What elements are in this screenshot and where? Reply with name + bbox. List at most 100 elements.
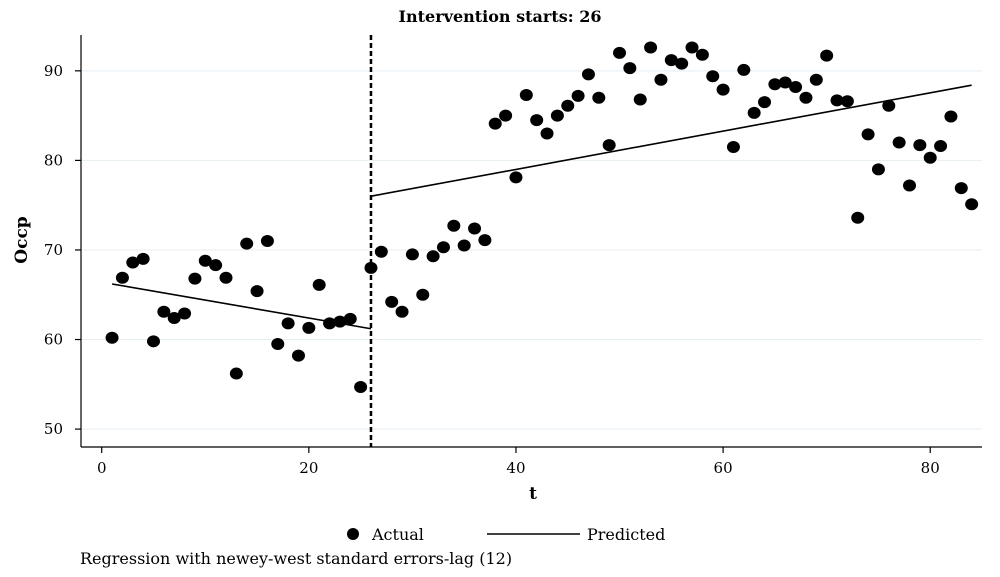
data-point xyxy=(416,288,430,301)
data-point xyxy=(633,93,647,106)
y-tick-labels: 50 60 70 80 90 xyxy=(44,62,81,438)
data-point xyxy=(395,305,409,318)
data-point xyxy=(758,96,772,109)
data-point xyxy=(830,94,844,107)
data-point xyxy=(115,271,129,284)
data-point xyxy=(519,89,533,102)
data-point xyxy=(561,99,575,112)
data-point xyxy=(851,211,865,224)
data-point xyxy=(126,256,140,269)
data-point xyxy=(581,68,595,81)
data-point xyxy=(571,89,585,102)
data-point xyxy=(136,252,150,265)
data-point xyxy=(882,99,896,112)
grid-lines xyxy=(81,70,982,430)
data-point xyxy=(105,331,119,344)
y-tick-label: 90 xyxy=(44,62,63,80)
data-point xyxy=(540,127,554,140)
data-point xyxy=(281,317,295,330)
chart-title: Intervention starts: 26 xyxy=(399,7,602,26)
legend: Actual Predicted xyxy=(347,525,665,544)
data-point xyxy=(405,248,419,261)
data-point xyxy=(778,76,792,89)
data-point xyxy=(716,83,730,96)
data-point xyxy=(291,349,305,362)
data-point xyxy=(923,151,937,164)
data-point xyxy=(333,315,347,328)
data-point xyxy=(954,182,968,195)
data-point xyxy=(436,241,450,254)
data-point xyxy=(229,367,243,380)
data-point xyxy=(530,114,544,127)
legend-label-predicted: Predicted xyxy=(587,525,665,544)
data-point xyxy=(747,106,761,119)
data-point xyxy=(509,171,523,184)
actual-series xyxy=(105,41,979,393)
data-point xyxy=(861,128,875,141)
data-point xyxy=(447,219,461,232)
axes xyxy=(80,35,982,448)
x-tick-labels: 0 20 40 60 80 xyxy=(97,447,940,477)
y-tick-label: 70 xyxy=(44,241,63,259)
data-point xyxy=(198,254,212,267)
data-point xyxy=(934,140,948,153)
data-point xyxy=(385,295,399,308)
data-point xyxy=(219,271,233,284)
data-point xyxy=(157,305,171,318)
data-point xyxy=(146,335,160,348)
data-point xyxy=(789,80,803,93)
data-point xyxy=(726,140,740,153)
data-point xyxy=(623,62,637,75)
data-point xyxy=(840,95,854,108)
data-point xyxy=(364,261,378,274)
data-point xyxy=(613,46,627,59)
data-point xyxy=(871,163,885,176)
data-point xyxy=(499,109,513,122)
data-point xyxy=(820,49,834,62)
x-tick-label: 40 xyxy=(506,459,525,477)
data-point xyxy=(478,234,492,247)
data-point xyxy=(695,48,709,61)
data-point xyxy=(654,73,668,86)
data-point xyxy=(675,57,689,70)
y-tick-label: 50 xyxy=(44,420,63,438)
predicted-line xyxy=(370,84,972,198)
legend-label-actual: Actual xyxy=(371,525,424,544)
data-point xyxy=(457,239,471,252)
data-point xyxy=(965,198,979,211)
data-point xyxy=(944,110,958,123)
data-point xyxy=(312,278,326,291)
data-point xyxy=(302,321,316,334)
footnote: Regression with newey-west standard erro… xyxy=(80,549,513,568)
data-point xyxy=(737,63,751,76)
y-tick-label: 80 xyxy=(44,151,63,169)
y-tick-label: 60 xyxy=(44,331,63,349)
x-tick-label: 20 xyxy=(299,459,318,477)
data-point xyxy=(323,317,337,330)
data-point xyxy=(260,235,274,247)
data-point xyxy=(374,245,388,258)
data-point xyxy=(167,312,181,325)
data-point xyxy=(488,117,502,130)
data-point xyxy=(592,91,606,104)
data-point xyxy=(602,139,616,152)
data-point xyxy=(250,285,264,298)
data-point xyxy=(468,222,482,235)
data-point xyxy=(799,91,813,104)
data-point xyxy=(644,41,658,54)
data-point xyxy=(354,380,368,393)
x-tick-label: 60 xyxy=(714,459,733,477)
data-point xyxy=(685,41,699,54)
x-axis-label: t xyxy=(529,484,537,504)
data-point xyxy=(550,109,564,122)
y-axis-label: Occp xyxy=(12,216,32,264)
data-point xyxy=(209,259,223,272)
data-point xyxy=(426,250,440,263)
legend-marker-actual xyxy=(347,528,359,540)
x-tick-label: 0 xyxy=(97,459,107,477)
data-point xyxy=(178,307,192,320)
data-point xyxy=(768,78,782,91)
data-point xyxy=(903,179,917,192)
x-tick-label: 80 xyxy=(921,459,940,477)
